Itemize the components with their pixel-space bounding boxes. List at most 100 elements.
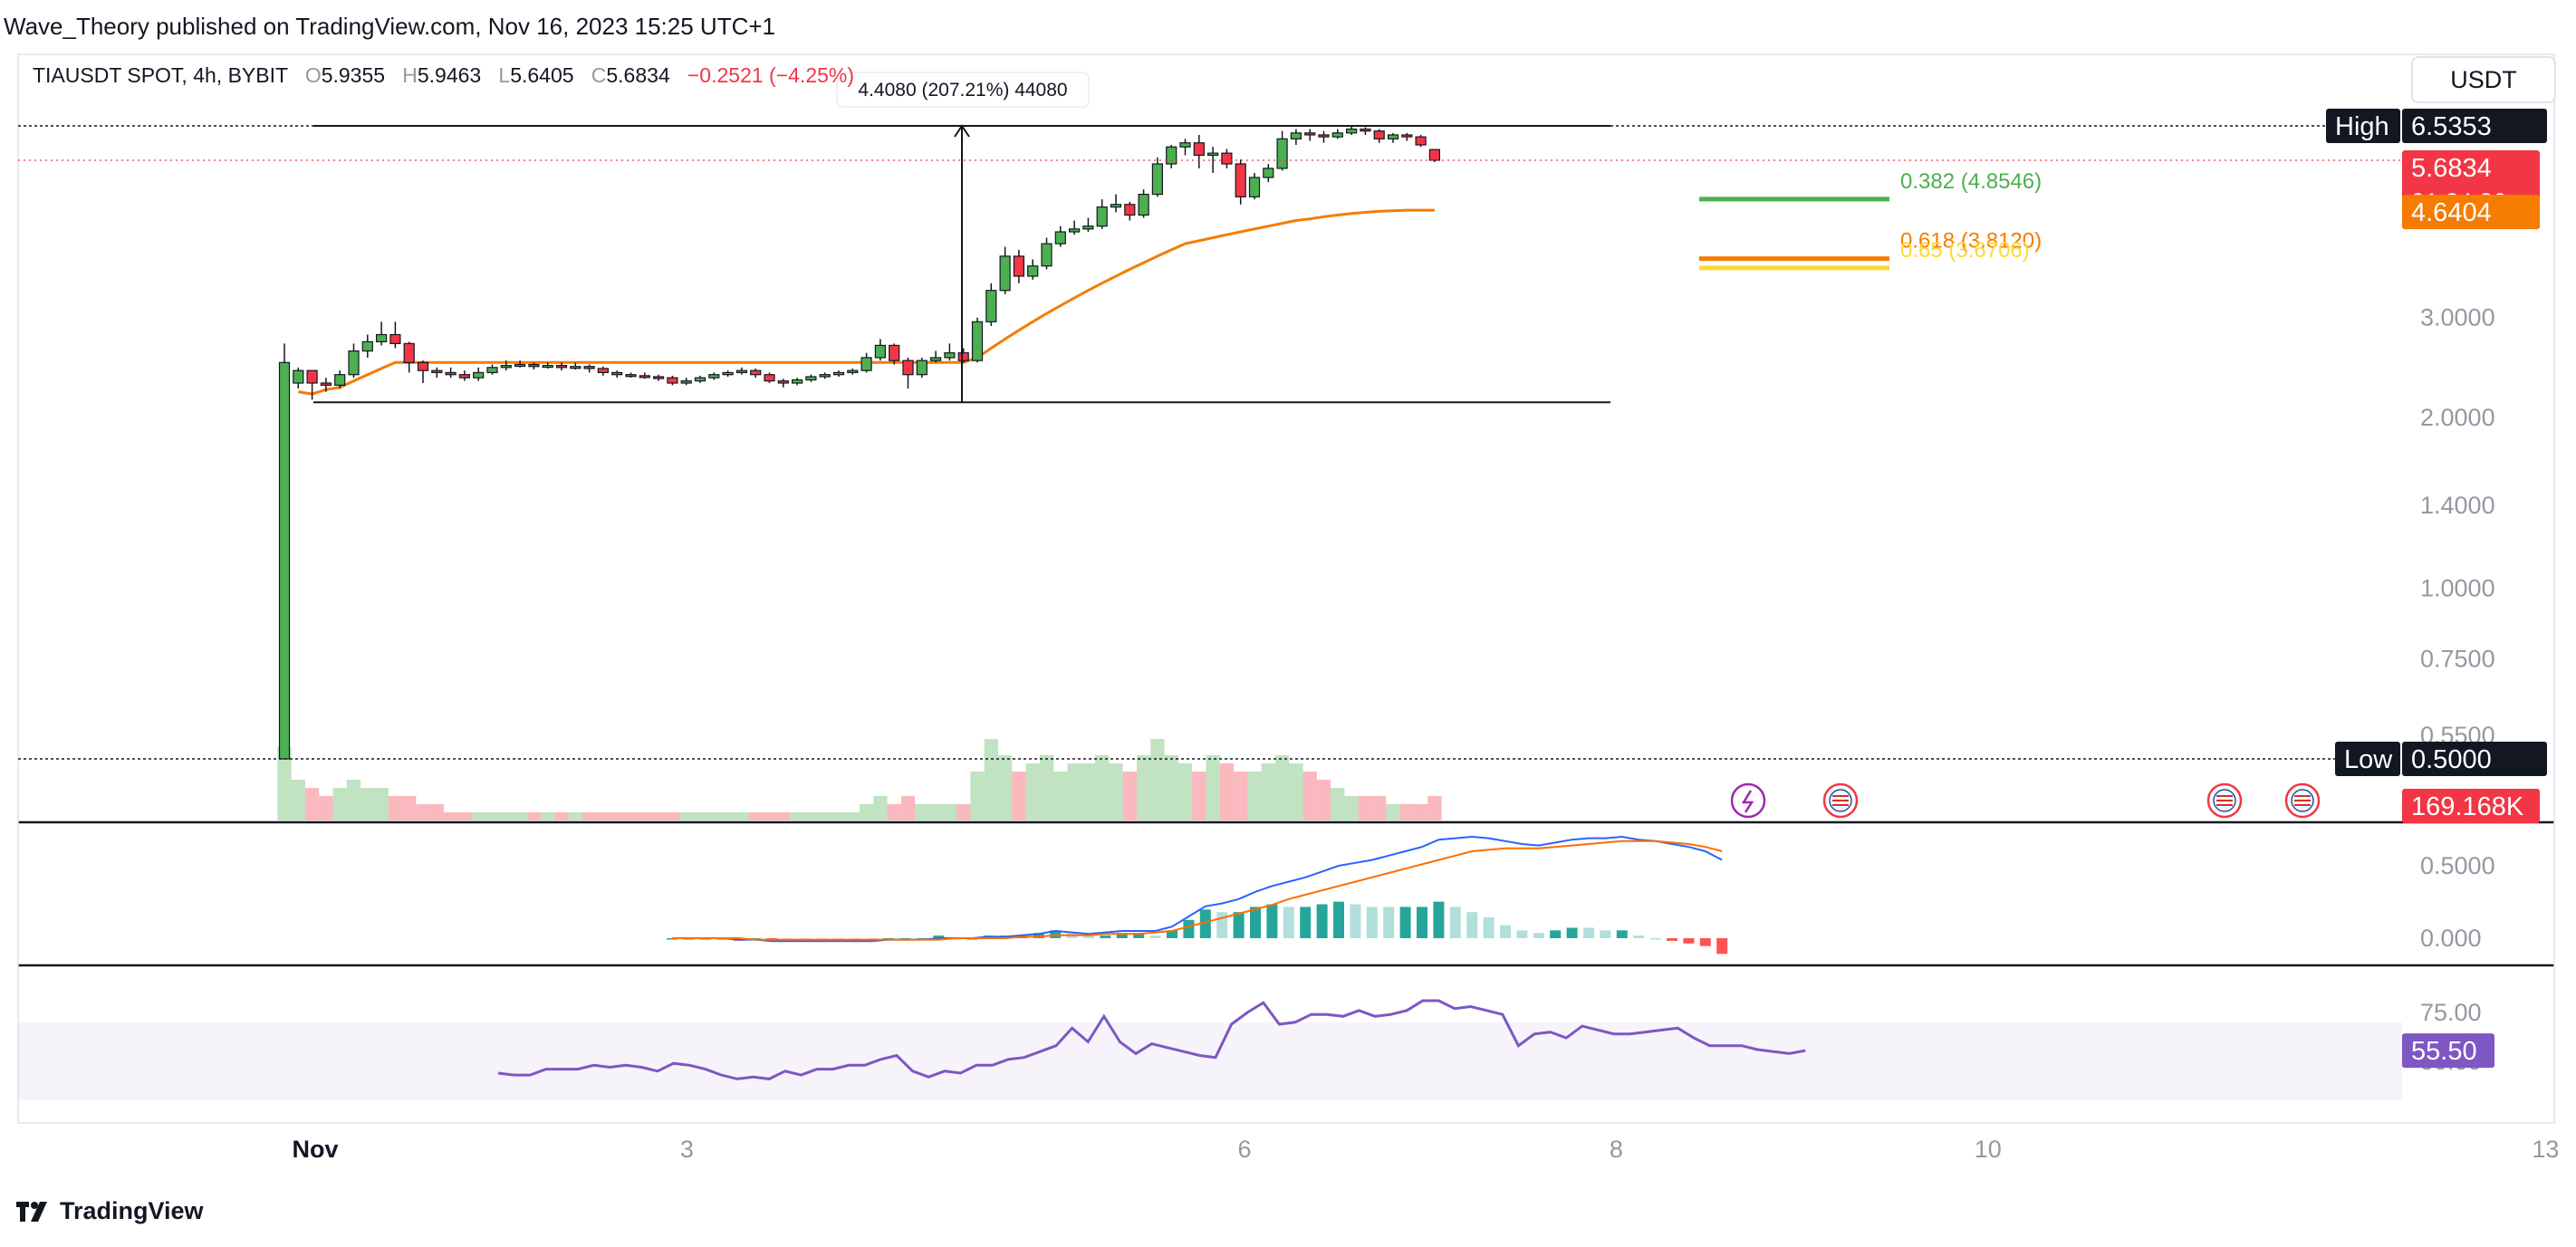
- candle-body: [1110, 204, 1122, 208]
- time-axis-tick: 10: [1975, 1136, 2002, 1163]
- volume-bar: [1413, 804, 1428, 820]
- candle-body: [1248, 177, 1261, 197]
- candle-body: [735, 369, 748, 374]
- rsi-value-badge: 55.50: [2402, 1033, 2494, 1069]
- candle-body: [431, 369, 443, 374]
- volume-bar: [1427, 796, 1442, 820]
- time-axis-tick: 6: [1237, 1136, 1251, 1163]
- candle: [929, 350, 942, 363]
- macd-histogram-bar: [1550, 930, 1562, 938]
- volume-bar: [1234, 772, 1248, 820]
- candle-body: [514, 363, 526, 368]
- candle: [403, 341, 415, 373]
- candle: [639, 372, 650, 379]
- macd-histogram-bar: [1483, 916, 1495, 938]
- candle: [1068, 220, 1081, 235]
- lightning-event-icon[interactable]: [1730, 782, 1766, 819]
- volume-bar: [1386, 804, 1400, 820]
- candle-body: [764, 374, 775, 382]
- volume-bar: [970, 772, 985, 820]
- volume-value-badge-text: 169.168K: [2411, 792, 2524, 821]
- macd-histogram-bar: [1233, 912, 1245, 938]
- candle-body: [889, 344, 900, 361]
- volume-bar: [499, 812, 514, 820]
- volume-bar: [984, 739, 998, 820]
- candle: [583, 364, 595, 373]
- candle: [486, 364, 498, 375]
- currency-selector[interactable]: USDT: [2411, 56, 2556, 103]
- volume-bar: [1150, 739, 1165, 820]
- candle-body: [334, 374, 346, 386]
- candle-body: [902, 360, 914, 376]
- candle: [293, 367, 304, 388]
- symbol-name[interactable]: TIAUSDT SPOT, 4h, BYBIT: [33, 63, 288, 87]
- candle-body: [944, 352, 956, 359]
- volume-bar: [319, 796, 333, 820]
- tradingview-logo[interactable]: TradingView: [16, 1197, 204, 1225]
- publisher-line: Wave_Theory published on TradingView.com…: [4, 13, 775, 40]
- us-flag-event-icon[interactable]: [2284, 782, 2321, 819]
- volume-bar: [610, 812, 624, 820]
- candle-body: [1054, 231, 1066, 245]
- volume-bar: [291, 780, 305, 820]
- candle: [1290, 129, 1302, 145]
- low-label: L: [498, 63, 511, 87]
- candle-body: [486, 367, 498, 374]
- candle: [1428, 149, 1441, 163]
- measure-label-box: [836, 72, 1090, 108]
- us-flag-event-icon[interactable]: [1822, 782, 1859, 819]
- candle: [1221, 149, 1233, 168]
- volume-bar: [803, 812, 819, 820]
- candle: [860, 352, 872, 373]
- candle: [1415, 134, 1427, 148]
- low-value-badge: 0.5000: [2402, 742, 2547, 776]
- candle-body: [1290, 132, 1302, 139]
- candle: [847, 368, 859, 375]
- volume-bar: [1136, 755, 1151, 820]
- macd-histogram-bar: [1333, 901, 1344, 938]
- high-value-badge-text: 6.5353: [2411, 112, 2492, 141]
- candle-body: [1331, 132, 1343, 138]
- volume-bar: [1012, 772, 1026, 820]
- candle-body: [555, 365, 568, 369]
- candle-body: [1235, 163, 1246, 197]
- candle: [473, 367, 485, 381]
- macd-histogram-bar: [933, 935, 945, 938]
- volume-bar: [1164, 755, 1178, 820]
- macd-histogram-bar: [1417, 906, 1427, 938]
- volume-bar: [388, 796, 403, 820]
- candle: [1124, 201, 1136, 221]
- candle: [1193, 134, 1205, 168]
- candle: [1401, 132, 1413, 141]
- candle: [1304, 129, 1316, 141]
- candle: [555, 362, 568, 371]
- macd-histogram-bar: [1100, 935, 1111, 938]
- volume-bar: [374, 788, 389, 820]
- us-flag-event-icon[interactable]: [2206, 782, 2243, 819]
- candle-body: [500, 365, 512, 369]
- candle: [542, 362, 553, 369]
- high-tag-text: High: [2335, 112, 2389, 141]
- chart-frame: [17, 53, 2555, 1124]
- volume-bar: [1247, 772, 1262, 820]
- macd-histogram-bar: [1283, 906, 1294, 938]
- candle-body: [819, 374, 831, 378]
- volume-bar: [304, 788, 320, 820]
- volume-bar: [1358, 796, 1373, 820]
- macd-histogram-bar: [1300, 906, 1312, 938]
- candle: [1276, 130, 1288, 171]
- high-value: 5.9463: [417, 63, 482, 87]
- volume-bar: [1122, 772, 1137, 820]
- candle-body: [1221, 152, 1233, 165]
- volume-bar: [513, 812, 527, 820]
- symbol-legend: TIAUSDT SPOT, 4h, BYBIT O5.9355 H5.9463 …: [33, 63, 854, 88]
- candle-body: [376, 333, 388, 342]
- candle: [1373, 129, 1385, 143]
- low-value-badge-bg: [2402, 742, 2547, 776]
- change-value: −0.2521 (−4.25%): [687, 63, 855, 87]
- candle: [1138, 189, 1149, 218]
- candle-body: [445, 371, 457, 376]
- candle-body: [652, 376, 665, 379]
- candle: [735, 367, 748, 375]
